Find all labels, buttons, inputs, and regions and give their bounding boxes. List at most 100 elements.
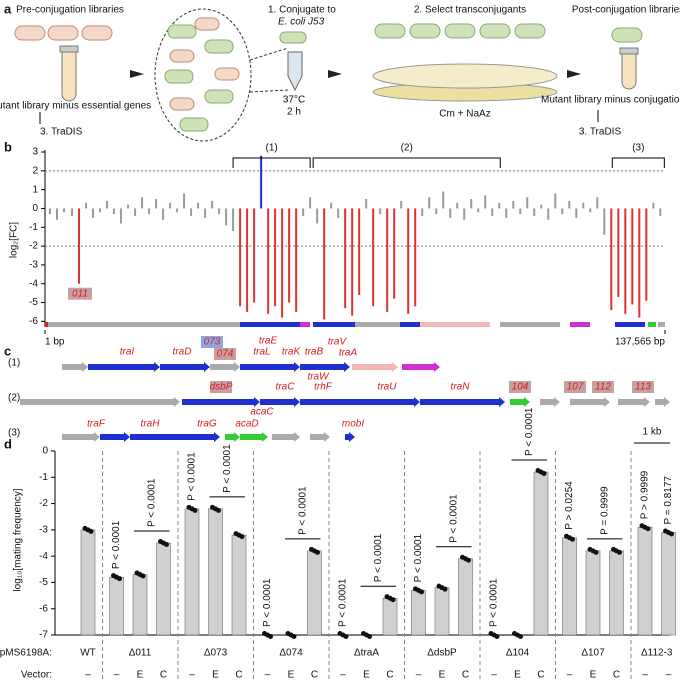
bar <box>148 208 151 215</box>
gene-label: 112 <box>595 382 611 393</box>
gene-arrow <box>88 362 160 372</box>
gene-label: traI <box>120 347 135 358</box>
vector-label: – <box>416 670 422 681</box>
post-caption: Mutant library minus conjugation genes <box>541 95 680 106</box>
region-label: (1) <box>266 143 278 154</box>
bar <box>477 208 480 213</box>
strain-label: Δ104 <box>506 648 530 659</box>
post-title: Post-conjugation libraries <box>572 5 680 16</box>
gene-label: dsbP <box>210 382 233 393</box>
bar <box>71 208 74 216</box>
scale-label: 1 kb <box>643 427 662 438</box>
y-tick-label: 0 <box>32 203 38 214</box>
replicate-dot <box>617 549 622 555</box>
pre-caption: Mutant library minus essential genes <box>0 101 151 112</box>
vector-label: – <box>265 670 271 681</box>
post-tradis: 3. TraDIS <box>579 127 622 138</box>
region-bracket <box>312 157 501 168</box>
y-tick-label: -1 <box>29 222 38 233</box>
bar <box>393 208 396 299</box>
p-value: P < 0.0001 <box>262 578 273 627</box>
bar <box>434 587 450 636</box>
gene-label: 011 <box>72 288 88 299</box>
bar <box>456 202 459 209</box>
gene-label: traW <box>307 372 330 383</box>
bar <box>442 191 445 209</box>
gene-label: 074 <box>217 349 234 360</box>
gene-label: traH <box>141 419 161 430</box>
gene-label: 113 <box>635 382 651 393</box>
vector-label: E <box>212 670 219 681</box>
strain-label: Δ011 <box>129 648 152 659</box>
bar <box>295 208 298 312</box>
gene-strip <box>300 322 310 327</box>
gene-arrow <box>20 397 180 407</box>
gene-arrow <box>510 397 530 407</box>
strain-label: Δ112-3 <box>641 648 673 659</box>
replicate-dot <box>442 586 448 592</box>
bar <box>48 208 51 215</box>
y-axis-label: log₂[FC] <box>9 222 20 258</box>
gene-label: traK <box>282 347 302 358</box>
p-value: P < 0.0001 <box>338 578 349 627</box>
bar <box>358 208 361 296</box>
bar <box>575 208 578 218</box>
bar <box>281 208 284 318</box>
bar <box>162 208 165 220</box>
bar <box>267 208 270 314</box>
gene-arrow <box>62 432 100 442</box>
vector-label: E <box>439 670 446 681</box>
gene-label: traF <box>87 419 106 430</box>
bar <box>316 208 319 224</box>
bar <box>109 576 124 636</box>
bar <box>624 208 627 314</box>
row-label: (3) <box>8 428 20 439</box>
gene-box <box>564 381 586 393</box>
bar <box>56 208 59 220</box>
bar <box>484 195 487 209</box>
gene-arrow <box>240 362 300 372</box>
gene-arrow <box>655 397 670 407</box>
y-tick-label: -4 <box>29 278 38 289</box>
bar <box>351 208 354 316</box>
bar <box>407 208 410 314</box>
y-tick-label: -2 <box>39 498 48 509</box>
bar <box>239 208 242 307</box>
p-value: P < 0.0001 <box>187 452 198 501</box>
bar <box>659 208 662 216</box>
p-value: P < 0.0001 <box>146 478 157 527</box>
panel-a: a Pre-conjugation libraries Mutant libra… <box>0 1 680 142</box>
gene-label: mobI <box>342 419 364 430</box>
region-label: (3) <box>632 143 644 154</box>
y-tick-label: -6 <box>39 603 48 614</box>
pre-title: Pre-conjugation libraries <box>16 5 124 16</box>
gene-label: traB <box>305 347 324 358</box>
vector-label: – <box>189 670 195 681</box>
bar <box>120 208 123 224</box>
bar <box>561 208 564 215</box>
bar <box>246 208 249 312</box>
gene-arrow <box>352 362 398 372</box>
vector-label: E <box>514 670 521 681</box>
bar <box>603 208 606 235</box>
bar <box>141 197 144 209</box>
bar <box>190 208 193 216</box>
bar <box>652 202 655 209</box>
bar <box>197 202 200 209</box>
bar <box>596 197 599 209</box>
replicate-dot <box>518 634 523 639</box>
p-value: P < 0.0001 <box>489 578 500 627</box>
gene-label: traD <box>173 347 192 358</box>
y-tick-label: -4 <box>39 551 48 562</box>
bar <box>379 208 382 215</box>
panel-label: a <box>4 1 12 16</box>
y-tick-label: -1 <box>39 472 48 483</box>
row-label: (1) <box>8 358 20 369</box>
panel-label: d <box>4 436 12 451</box>
vector-label: C <box>613 670 620 681</box>
gene-box <box>509 381 531 393</box>
bar <box>498 202 501 209</box>
bar <box>132 574 148 636</box>
